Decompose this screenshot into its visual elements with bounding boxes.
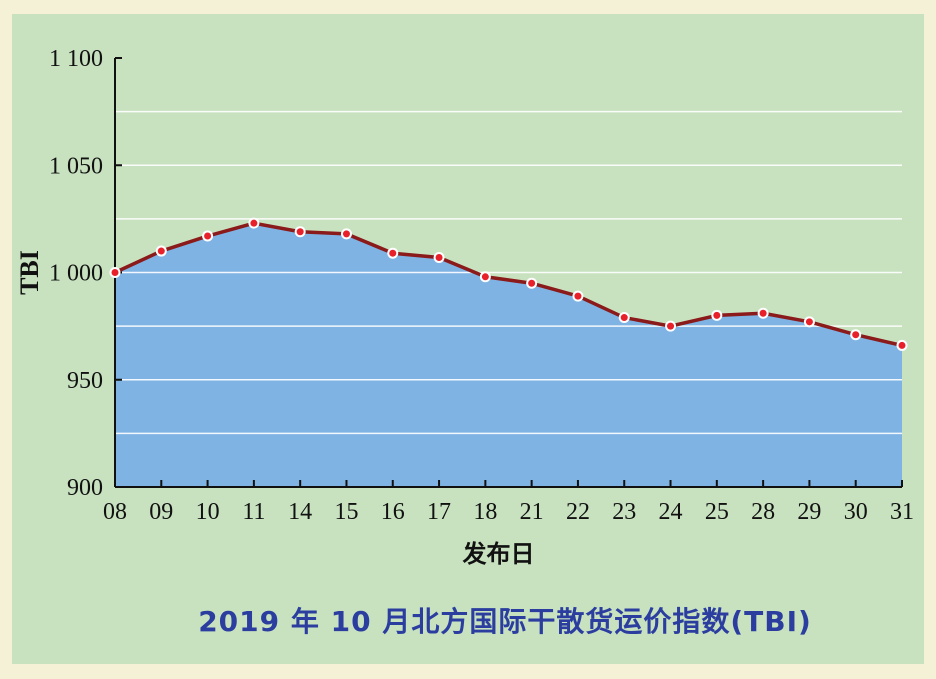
series-line <box>114 221 903 348</box>
data-point <box>759 309 767 317</box>
data-point <box>342 230 350 238</box>
data-point <box>157 247 165 255</box>
chart-panel: 900 950 1 000 1 050 1 100 08 09 10 11 14 15 16 17 18 2… <box>12 14 924 664</box>
data-point <box>111 269 119 276</box>
data-point <box>481 273 489 281</box>
data-point <box>713 311 721 319</box>
y-axis-label: TBI <box>15 250 44 295</box>
data-point <box>204 232 212 240</box>
y-tick-label: 1 100 <box>49 46 103 72</box>
x-tick-label: 16 <box>381 499 405 525</box>
x-tick-label: 17 <box>427 499 451 525</box>
x-tick-label: 15 <box>334 499 358 525</box>
data-point <box>528 279 536 287</box>
data-point <box>389 249 397 257</box>
area-fill <box>115 223 902 488</box>
data-point <box>852 331 860 339</box>
x-tick-label: 23 <box>612 499 636 525</box>
x-tick-label: 08 <box>103 499 127 525</box>
x-tick-label: 09 <box>149 499 173 525</box>
x-tick-label: 22 <box>566 499 590 525</box>
data-point <box>620 314 628 322</box>
data-point <box>898 341 906 349</box>
x-tick-label: 14 <box>288 499 312 525</box>
y-tick-label: 900 <box>67 475 103 501</box>
x-tick-label: 28 <box>751 499 775 525</box>
x-tick-label: 18 <box>473 499 497 525</box>
x-tick-label: 25 <box>705 499 729 525</box>
x-tick-label: 31 <box>890 499 914 525</box>
data-point <box>667 322 675 330</box>
x-tick-label: 24 <box>659 499 683 525</box>
data-point <box>574 292 582 300</box>
y-tick-label: 1 000 <box>49 261 103 287</box>
x-tick-label: 30 <box>844 499 868 525</box>
x-tick-label: 10 <box>196 499 220 525</box>
x-tick-label: 11 <box>242 499 265 525</box>
x-axis-label: 发布日 <box>462 540 535 568</box>
y-tick-label: 950 <box>67 368 103 394</box>
x-tick-label: 21 <box>520 499 544 525</box>
y-tick-label: 1 050 <box>49 153 103 179</box>
data-point <box>250 219 258 227</box>
data-point <box>435 253 443 261</box>
x-tick-label: 29 <box>797 499 821 525</box>
chart-title: 2019 年 10 月北方国际干散货运价指数(TBI) <box>198 605 812 638</box>
data-point <box>805 318 813 326</box>
data-point <box>296 228 304 236</box>
